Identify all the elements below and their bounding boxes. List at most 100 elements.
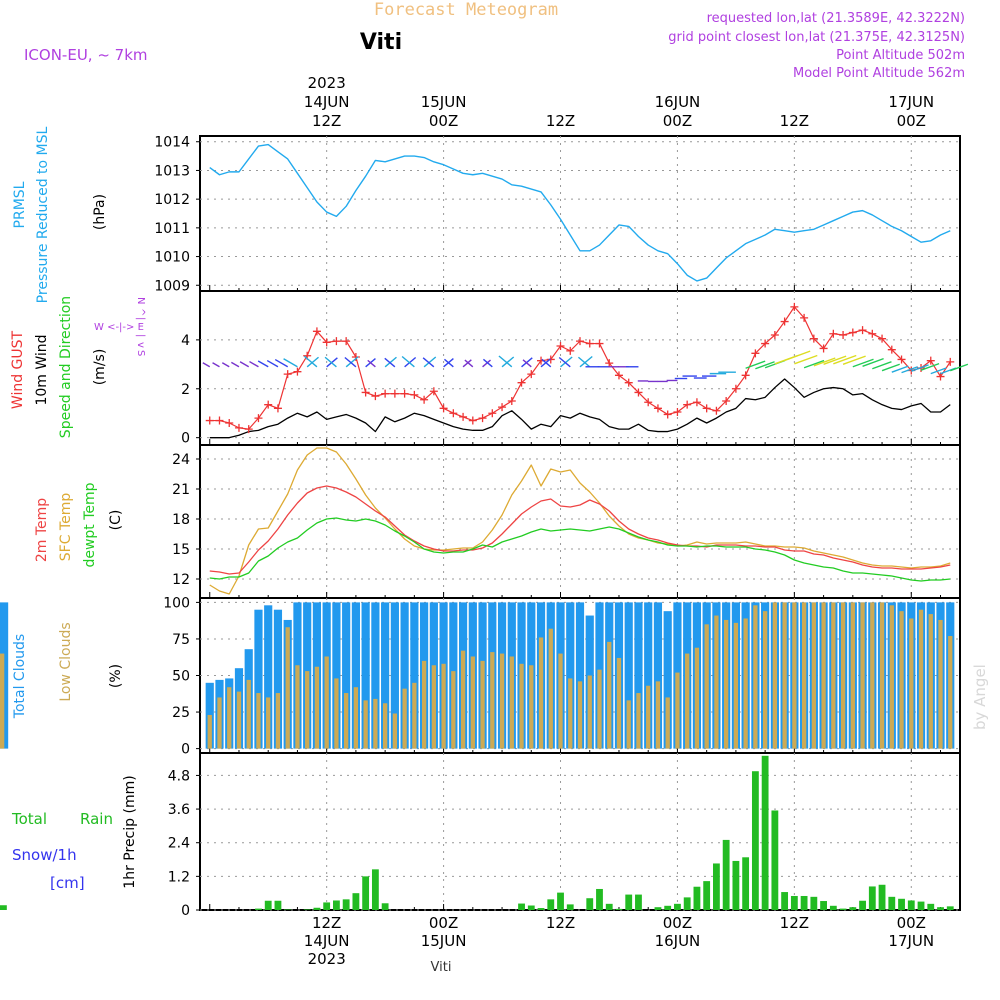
rain-bar (761, 755, 769, 910)
low-cloud-bar (227, 687, 232, 749)
wind-direction-arrow (384, 356, 397, 368)
wind-gust-marker (614, 371, 623, 380)
low-cloud-bar (568, 678, 573, 749)
low-cloud-bar (607, 641, 612, 749)
rain-bar (625, 894, 633, 910)
time-label-bottom: 00Z (663, 914, 692, 932)
total-cloud-bar (410, 602, 419, 749)
total-cloud-bar (381, 602, 390, 749)
precip-tick-label: 0 (181, 903, 190, 919)
rain-bar (333, 900, 340, 910)
low-cloud-bar (490, 652, 495, 749)
rain-bar (615, 908, 623, 910)
total-cloud-bar (663, 611, 672, 749)
rain-bar (371, 869, 379, 910)
low-cloud-bar (431, 665, 436, 749)
wind-panel: 0 2 4 (181, 291, 969, 447)
low-cloud-bar (948, 636, 953, 749)
total-cloud-bar (361, 602, 370, 749)
low-cloud-bar (772, 602, 778, 749)
low-cloud-bar (597, 669, 602, 749)
wind-direction-arrow (745, 360, 766, 369)
wind-gust-marker (478, 414, 487, 423)
wind-direction-arrow (404, 356, 417, 368)
low-cloud-bar (392, 713, 398, 749)
low-cloud-bar (217, 697, 222, 749)
pressure-line (209, 143, 951, 282)
wind-gust-marker (839, 331, 848, 339)
wind-direction-arrow (852, 358, 874, 368)
rain-bar (693, 886, 701, 910)
temp-tick-label: 15 (172, 542, 190, 558)
low-cloud-bar (548, 628, 553, 749)
wind-gust-marker (790, 302, 799, 311)
wind-gust-marker (507, 397, 516, 405)
wind-direction-arrow (257, 360, 269, 368)
wind-gust-marker (429, 387, 438, 396)
rain-bar (781, 892, 789, 910)
pressure-tick-label: 1011 (154, 221, 190, 237)
temp-panel: 12 15 18 21 24 (172, 444, 961, 599)
rain-bar (264, 900, 272, 910)
rain-bar (362, 876, 370, 910)
wind-gust-marker (770, 331, 779, 339)
low-cloud-bar (529, 665, 534, 749)
wind-legend: Wind GUST 10m Wind Speed and Direction (… (10, 296, 146, 438)
clouds-label-total: Total Clouds (12, 634, 28, 719)
wind-direction-arrow (522, 359, 532, 368)
low-cloud-bar (685, 653, 690, 749)
time-label-bottom: 16JUN (655, 932, 701, 950)
time-label-bottom: 17JUN (888, 932, 934, 950)
wind-direction-arrow (920, 362, 940, 371)
wind-gust-marker (868, 329, 877, 338)
low-cloud-bar (646, 685, 651, 749)
rain-bar (722, 839, 730, 910)
wind-gust-marker (273, 404, 282, 413)
wind-direction-arrow (794, 354, 818, 365)
total-cloud-bar (273, 609, 283, 749)
rain-bar (751, 771, 759, 910)
wind-direction-arrow (891, 365, 909, 373)
wind-direction-arrow (482, 359, 491, 368)
grid-point-coordinates: grid point closest lon,lat (21.375E, 42.… (668, 30, 965, 45)
temp-label-sfc: SFC Temp (58, 493, 74, 562)
precip-label-cm: [cm] (50, 874, 85, 892)
wind-gust-marker (449, 409, 458, 418)
point-altitude: Point Altitude 502m (836, 48, 965, 63)
wind-gust-marker (926, 356, 935, 365)
sfc-temp-line (209, 447, 951, 595)
low-cloud-bar (285, 627, 290, 749)
rain-bar (849, 907, 857, 910)
temp-frame (199, 444, 961, 599)
time-label-top: 12Z (546, 112, 575, 130)
wind-direction-arrow (344, 356, 357, 368)
wind-gust-marker (858, 326, 867, 335)
time-label-top: 00Z (897, 112, 926, 130)
time-label-top: 16JUN (655, 93, 701, 111)
wind-direction-arrow (231, 361, 240, 368)
low-cloud-bar (373, 698, 378, 749)
wind-gust-marker (692, 398, 701, 407)
low-cloud-bar (295, 665, 300, 749)
low-cloud-bar (587, 675, 592, 749)
rain-bar (703, 881, 711, 910)
wind-gust-marker (887, 345, 896, 354)
wind-direction-arrow (560, 356, 573, 368)
total-cloud-bar (644, 602, 653, 749)
wind-gust-marker (371, 392, 380, 401)
low-cloud-bar (207, 714, 212, 749)
rain-bar (566, 904, 574, 910)
rain-bar (820, 901, 827, 910)
wind-gust-marker (556, 342, 565, 350)
wind-gust-marker (605, 359, 614, 368)
wind-direction-arrow (212, 362, 220, 368)
pressure-panel: 1009 1010 1011 1012 1013 1014 (154, 135, 961, 294)
wind-direction-arrow (950, 363, 969, 372)
wind-gust-marker (702, 404, 711, 413)
wind-direction-arrow (303, 355, 318, 368)
wind-direction-arrow (464, 359, 474, 368)
low-cloud-bar (305, 671, 310, 749)
low-cloud-bar (421, 660, 427, 749)
requested-coordinates: requested lon,lat (21.3589E, 42.3222N) (707, 11, 965, 26)
clouds-tick-label: 75 (172, 632, 190, 648)
